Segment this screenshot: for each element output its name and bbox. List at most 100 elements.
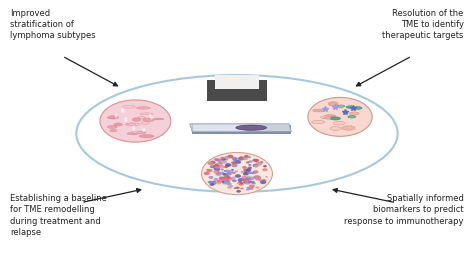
Circle shape	[210, 183, 214, 186]
Circle shape	[246, 161, 250, 163]
Circle shape	[240, 187, 244, 190]
Circle shape	[238, 183, 244, 186]
Circle shape	[237, 190, 241, 193]
Circle shape	[228, 177, 234, 180]
Text: Resolution of the
TME to identify
therapeutic targets: Resolution of the TME to identify therap…	[383, 9, 464, 40]
Ellipse shape	[132, 118, 141, 121]
Ellipse shape	[201, 153, 273, 195]
Polygon shape	[192, 124, 245, 131]
Circle shape	[248, 177, 255, 180]
Circle shape	[243, 179, 249, 182]
Circle shape	[260, 161, 263, 163]
Circle shape	[249, 187, 254, 189]
Circle shape	[219, 178, 224, 181]
Circle shape	[248, 187, 253, 190]
Circle shape	[235, 174, 241, 178]
Circle shape	[216, 181, 221, 184]
Circle shape	[222, 182, 228, 185]
Bar	[224, 98, 250, 100]
Ellipse shape	[127, 123, 136, 125]
Ellipse shape	[141, 121, 149, 124]
FancyBboxPatch shape	[215, 75, 259, 89]
Circle shape	[238, 178, 244, 182]
Circle shape	[246, 168, 251, 172]
Circle shape	[225, 180, 230, 183]
Ellipse shape	[109, 115, 118, 119]
Circle shape	[214, 170, 219, 174]
Circle shape	[231, 163, 237, 167]
Circle shape	[263, 165, 267, 167]
Circle shape	[214, 158, 219, 161]
Circle shape	[215, 166, 219, 169]
Circle shape	[231, 169, 234, 171]
Circle shape	[238, 182, 243, 184]
Circle shape	[212, 181, 216, 183]
Circle shape	[209, 176, 212, 178]
Circle shape	[225, 156, 229, 158]
Ellipse shape	[333, 121, 345, 125]
Circle shape	[243, 181, 247, 184]
Circle shape	[223, 179, 229, 183]
Ellipse shape	[349, 112, 359, 115]
Circle shape	[253, 175, 260, 179]
Circle shape	[241, 176, 246, 178]
Circle shape	[248, 181, 252, 183]
Circle shape	[218, 161, 223, 164]
Circle shape	[232, 179, 237, 182]
Circle shape	[236, 187, 240, 189]
Circle shape	[221, 158, 226, 161]
Circle shape	[238, 178, 244, 181]
Circle shape	[240, 171, 244, 173]
Ellipse shape	[114, 123, 122, 126]
Ellipse shape	[138, 117, 145, 118]
Circle shape	[207, 169, 212, 172]
Ellipse shape	[127, 133, 138, 135]
Circle shape	[224, 166, 228, 168]
Circle shape	[261, 183, 264, 184]
Circle shape	[243, 167, 247, 169]
Circle shape	[227, 170, 233, 174]
Circle shape	[247, 172, 251, 174]
Circle shape	[225, 169, 230, 173]
Circle shape	[216, 158, 221, 162]
Circle shape	[245, 177, 249, 180]
Ellipse shape	[346, 106, 354, 108]
Circle shape	[213, 182, 217, 183]
Circle shape	[237, 183, 240, 185]
Circle shape	[243, 175, 246, 177]
Circle shape	[253, 164, 258, 167]
Circle shape	[260, 180, 266, 184]
Text: Establishing a baseline
for TME remodelling
during treatment and
relapse: Establishing a baseline for TME remodell…	[10, 194, 107, 237]
Circle shape	[215, 163, 219, 166]
Ellipse shape	[131, 131, 145, 133]
Circle shape	[224, 158, 228, 160]
Circle shape	[249, 185, 255, 188]
Circle shape	[213, 170, 218, 173]
Circle shape	[219, 172, 224, 174]
Circle shape	[229, 185, 233, 187]
Circle shape	[252, 159, 258, 162]
Circle shape	[252, 182, 256, 185]
Circle shape	[233, 160, 237, 162]
Circle shape	[248, 171, 253, 174]
Circle shape	[253, 170, 258, 174]
Ellipse shape	[122, 105, 135, 108]
Ellipse shape	[320, 116, 332, 119]
Circle shape	[238, 157, 242, 160]
Circle shape	[244, 155, 249, 158]
Circle shape	[235, 170, 238, 172]
Circle shape	[225, 165, 229, 167]
Circle shape	[213, 164, 219, 168]
Circle shape	[225, 177, 230, 180]
Circle shape	[246, 175, 250, 178]
Circle shape	[227, 183, 232, 186]
Circle shape	[239, 157, 242, 158]
Ellipse shape	[328, 102, 338, 106]
Circle shape	[255, 175, 260, 178]
Circle shape	[258, 179, 262, 181]
Ellipse shape	[137, 131, 146, 134]
Ellipse shape	[353, 107, 362, 109]
Text: Spatially informed
biomarkers to predict
response to immunotherapy: Spatially informed biomarkers to predict…	[344, 194, 464, 225]
Ellipse shape	[348, 116, 356, 118]
Circle shape	[222, 173, 227, 176]
